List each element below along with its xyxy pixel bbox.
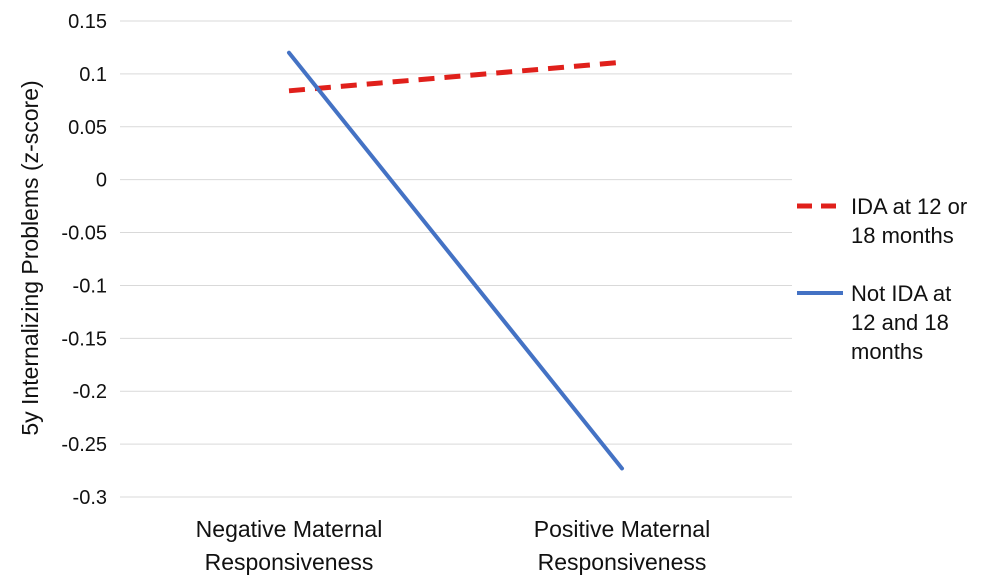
legend: IDA at 12 or 18 months Not IDA at 12 and 18…: [797, 194, 967, 364]
y-axis-title: 5y Internalizing Problems (z-score): [17, 80, 43, 435]
y-tick-label: -0.05: [61, 223, 107, 245]
y-tick-label: -0.25: [61, 434, 107, 456]
x-axis-categories: Negative Maternal Responsiveness Positive …: [196, 516, 711, 575]
y-tick-label: -0.15: [61, 328, 107, 350]
series-line-not-ida: [287, 50, 624, 471]
y-tick-label: -0.3: [73, 487, 107, 509]
x-category-label: Negative Maternal Responsiveness: [196, 516, 383, 575]
legend-label: IDA at 12 or 18 months: [851, 194, 967, 248]
series-line-ida: [288, 59, 623, 94]
y-axis-ticks: 0.15 0.1 0.05 0 -0.05 -0.1 -0.15 -0.2 -0.25 -0.3: [61, 11, 107, 509]
y-tick-label: 0.05: [68, 117, 107, 139]
y-tick-label: -0.1: [73, 275, 107, 297]
y-tick-label: 0: [96, 170, 107, 192]
y-tick-label: 0.15: [68, 11, 107, 33]
series-lines: [287, 50, 624, 471]
gridlines: [120, 20, 792, 498]
y-tick-label: 0.1: [79, 64, 107, 86]
legend-label: Not IDA at 12 and 18 months: [851, 281, 951, 364]
y-tick-label: -0.2: [73, 381, 107, 403]
x-category-label: Positive Maternal Responsiveness: [534, 516, 710, 575]
